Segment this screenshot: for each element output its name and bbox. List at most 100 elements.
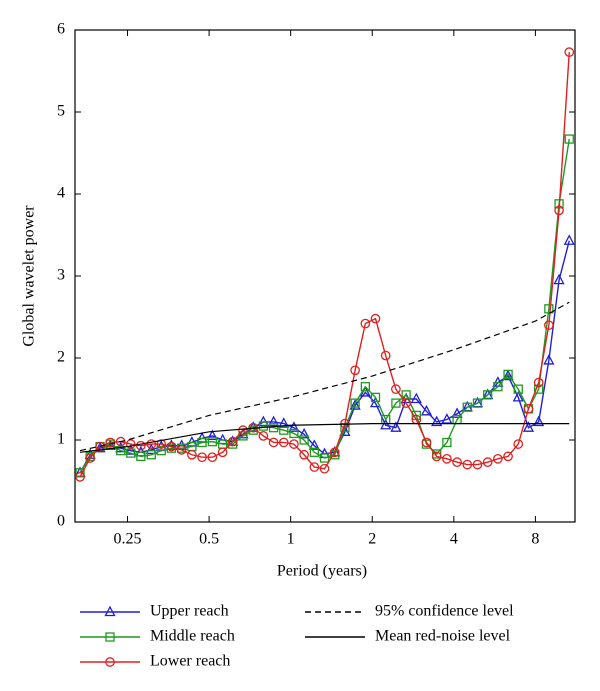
marker bbox=[268, 415, 280, 427]
marker bbox=[258, 421, 269, 431]
marker bbox=[553, 273, 565, 285]
marker bbox=[349, 399, 361, 410]
y-axis-label: Global wavelet power bbox=[21, 205, 38, 347]
marker bbox=[145, 443, 157, 454]
marker bbox=[329, 445, 341, 457]
marker bbox=[278, 417, 290, 428]
marker bbox=[380, 350, 391, 361]
series-line bbox=[79, 138, 570, 474]
legend-label: 95% confidence level bbox=[375, 603, 514, 620]
marker bbox=[554, 205, 564, 216]
marker bbox=[116, 446, 126, 456]
marker bbox=[483, 390, 493, 400]
marker bbox=[513, 384, 523, 394]
marker bbox=[534, 384, 544, 394]
series-line bbox=[79, 52, 570, 478]
marker bbox=[94, 441, 106, 453]
marker bbox=[166, 441, 177, 452]
marker bbox=[513, 439, 524, 449]
marker bbox=[512, 390, 524, 402]
marker bbox=[207, 452, 218, 463]
marker bbox=[522, 421, 535, 432]
marker bbox=[391, 384, 401, 395]
marker bbox=[238, 425, 248, 436]
x-tick-label: 2 bbox=[368, 531, 376, 548]
marker bbox=[125, 444, 137, 455]
marker bbox=[75, 472, 85, 482]
marker bbox=[258, 431, 269, 441]
marker bbox=[370, 392, 381, 403]
marker bbox=[268, 423, 279, 433]
x-tick-label: 4 bbox=[450, 531, 458, 548]
marker bbox=[533, 377, 544, 388]
marker bbox=[370, 313, 381, 324]
series-line bbox=[79, 423, 570, 453]
marker bbox=[523, 403, 534, 414]
marker bbox=[146, 439, 157, 449]
marker bbox=[217, 447, 228, 458]
marker bbox=[462, 459, 473, 470]
marker bbox=[493, 454, 503, 464]
marker bbox=[380, 418, 392, 430]
marker bbox=[115, 436, 126, 447]
marker bbox=[319, 453, 330, 463]
marker bbox=[350, 398, 360, 408]
legend-label: Middle reach bbox=[150, 628, 235, 645]
marker bbox=[442, 454, 452, 464]
marker bbox=[563, 234, 575, 245]
marker bbox=[502, 369, 514, 381]
x-axis-label: Period (years) bbox=[277, 563, 367, 580]
legend-label: Mean red-noise level bbox=[375, 628, 511, 645]
marker bbox=[564, 134, 574, 144]
marker bbox=[176, 444, 187, 455]
marker bbox=[238, 431, 248, 441]
marker bbox=[298, 427, 310, 439]
y-tick-label: 6 bbox=[57, 21, 65, 38]
marker bbox=[533, 415, 545, 427]
marker bbox=[257, 415, 269, 427]
marker bbox=[544, 320, 554, 331]
marker bbox=[442, 437, 452, 448]
marker bbox=[309, 447, 320, 457]
marker bbox=[462, 402, 472, 412]
marker bbox=[564, 47, 575, 57]
x-tick-label: 0.5 bbox=[199, 531, 219, 548]
marker bbox=[308, 439, 320, 450]
marker bbox=[390, 421, 402, 432]
marker bbox=[543, 354, 555, 365]
marker bbox=[319, 463, 330, 474]
marker bbox=[136, 440, 146, 451]
marker bbox=[187, 449, 197, 460]
marker bbox=[503, 369, 513, 380]
marker bbox=[391, 398, 401, 408]
marker bbox=[493, 382, 503, 392]
marker bbox=[360, 318, 371, 329]
marker bbox=[359, 386, 371, 397]
marker bbox=[197, 452, 207, 463]
marker bbox=[85, 453, 96, 463]
marker bbox=[206, 429, 218, 441]
marker bbox=[126, 448, 136, 458]
marker bbox=[482, 457, 493, 467]
marker bbox=[360, 382, 370, 392]
marker bbox=[421, 437, 432, 448]
marker bbox=[125, 439, 136, 449]
marker bbox=[227, 436, 238, 447]
y-tick-label: 3 bbox=[57, 267, 65, 284]
marker bbox=[289, 428, 299, 439]
marker bbox=[289, 439, 299, 449]
x-tick-label: 1 bbox=[287, 531, 295, 548]
marker bbox=[268, 437, 279, 448]
marker bbox=[452, 457, 462, 467]
series-line bbox=[79, 301, 570, 452]
marker bbox=[95, 441, 105, 452]
marker bbox=[420, 404, 433, 416]
legend-label: Upper reach bbox=[150, 603, 229, 620]
marker bbox=[105, 657, 115, 667]
marker bbox=[247, 421, 259, 432]
marker bbox=[156, 446, 166, 456]
marker bbox=[431, 415, 443, 427]
marker bbox=[197, 437, 207, 448]
y-tick-label: 1 bbox=[57, 431, 65, 448]
